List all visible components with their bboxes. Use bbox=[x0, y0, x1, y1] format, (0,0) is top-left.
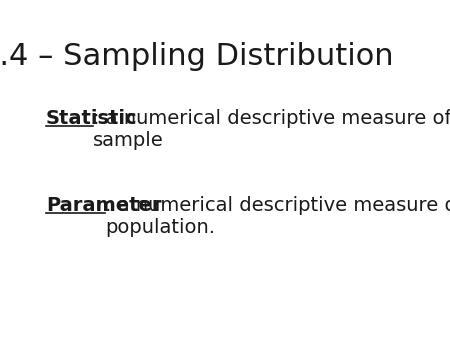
Text: Statistic: Statistic bbox=[46, 108, 138, 128]
Text: 7.4 – Sampling Distribution: 7.4 – Sampling Distribution bbox=[0, 42, 394, 71]
Text: Parameter: Parameter bbox=[46, 196, 162, 215]
Text: : a numerical descriptive measure of a
population.: : a numerical descriptive measure of a p… bbox=[105, 196, 450, 237]
Text: : a numerical descriptive measure of a
sample: : a numerical descriptive measure of a s… bbox=[93, 108, 450, 150]
